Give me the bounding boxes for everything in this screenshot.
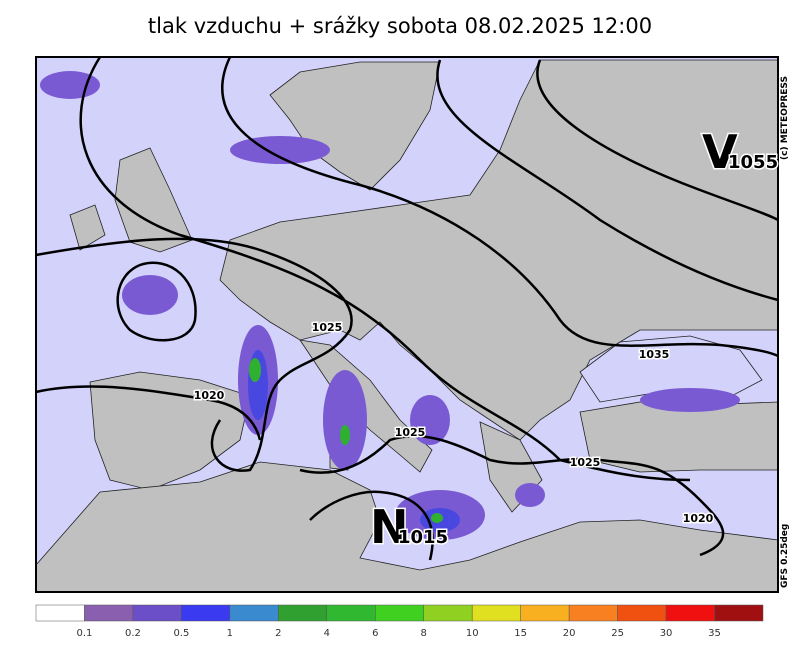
isobar (436, 59, 779, 302)
colorbar-swatch (423, 604, 473, 622)
colorbar-label: 1 (227, 628, 233, 639)
colorbar-label: 4 (324, 628, 330, 639)
precipitation (122, 275, 178, 315)
isobar (35, 385, 262, 441)
colorbar-swatch (665, 604, 715, 622)
isobar (79, 56, 691, 482)
precipitation (431, 513, 443, 523)
colorbar-label: 8 (421, 628, 427, 639)
land (114, 147, 193, 253)
isobar-label: 1035 (639, 348, 670, 361)
copyright: (c) METEOPRESS (780, 76, 790, 160)
colorbar-label: 0.2 (125, 628, 141, 639)
isobar-label: 1025 (570, 456, 601, 469)
colorbar-swatch (714, 604, 764, 622)
colorbar-swatch (278, 604, 328, 622)
land (89, 371, 251, 491)
colorbar-swatch (617, 604, 667, 622)
colorbar-swatch (471, 604, 521, 622)
low-value: 1015 (398, 527, 448, 548)
sea (579, 335, 763, 403)
title: tlak vzduchu + srážky sobota 08.02.2025 … (148, 14, 652, 38)
precipitation (340, 425, 350, 445)
land (69, 204, 106, 251)
precipitation (230, 136, 330, 164)
isobar-label: 1020 (194, 389, 225, 402)
isobar (536, 59, 779, 222)
precipitation (323, 370, 367, 470)
high-letter: V (702, 125, 738, 179)
precipitation (249, 358, 261, 382)
precipitation (410, 395, 450, 445)
colorbar-label: 25 (611, 628, 624, 639)
colorbar-label: 30 (660, 628, 673, 639)
precipitation (640, 388, 740, 412)
colorbar-label: 0.5 (173, 628, 189, 639)
isobar (299, 434, 725, 557)
model-credit: GFS 0.25deg (780, 524, 790, 588)
colorbar-label: 20 (563, 628, 576, 639)
map-area (35, 56, 779, 593)
colorbar-swatch (132, 604, 182, 622)
isobar (221, 56, 779, 358)
colorbar-swatch (568, 604, 618, 622)
colorbar-label: 35 (708, 628, 721, 639)
isobar-label: 1020 (683, 512, 714, 525)
colorbar-label: 15 (514, 628, 527, 639)
colorbar-label: 6 (372, 628, 378, 639)
colorbar-label: 10 (466, 628, 479, 639)
colorbar-label: 2 (275, 628, 281, 639)
colorbar-swatch (181, 604, 231, 622)
isobar (309, 490, 434, 561)
colorbar-swatch (229, 604, 279, 622)
isobar-label: 1025 (312, 321, 343, 334)
isobar (35, 237, 353, 472)
low-letter: N (370, 500, 409, 554)
precipitation (515, 483, 545, 507)
map-frame (35, 56, 779, 593)
colorbar-swatch (520, 604, 570, 622)
land (219, 59, 779, 441)
colorbar-label: 0.1 (77, 628, 93, 639)
colorbar-swatch (326, 604, 376, 622)
isobar-label: 1025 (395, 426, 426, 439)
colorbar-swatch (375, 604, 424, 622)
high-value: 1055 (728, 152, 778, 173)
colorbar-swatch (35, 604, 85, 622)
colorbar: 0.1 0.2 0.5 1 2 4 6 8 10 15 20 25 30 35 (35, 604, 764, 639)
colorbar-swatch (84, 604, 134, 622)
isobar (116, 261, 197, 342)
